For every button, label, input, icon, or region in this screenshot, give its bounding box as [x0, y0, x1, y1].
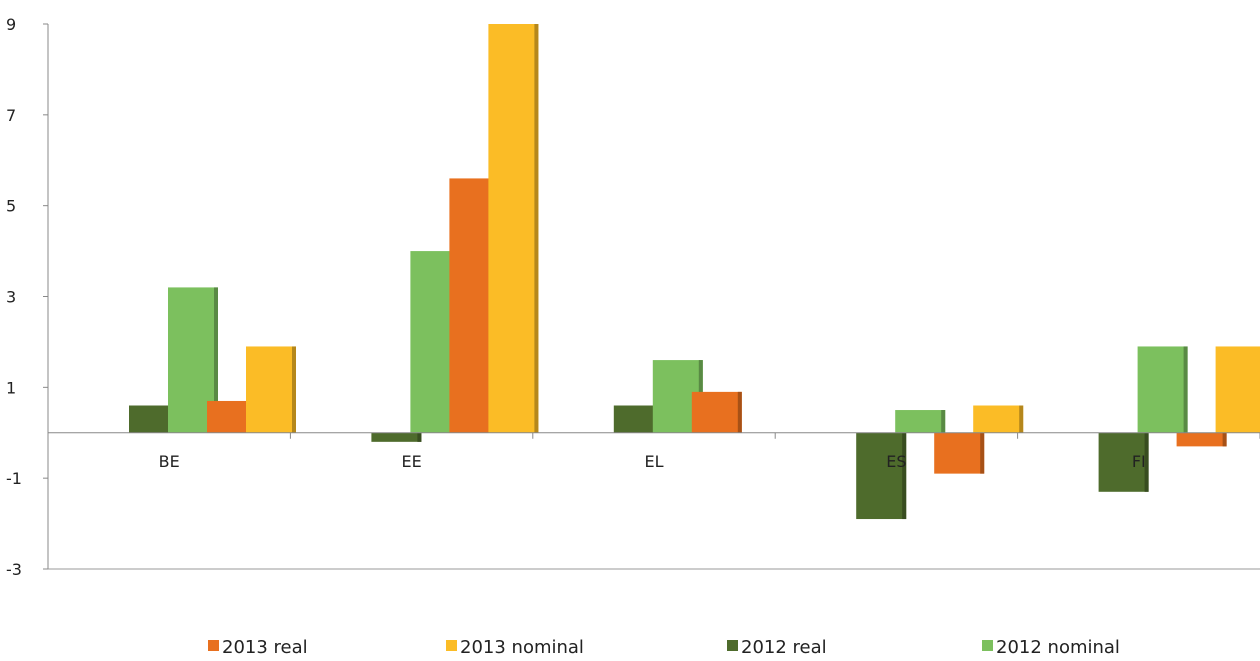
bar-edge: [1019, 405, 1024, 433]
bar-ES-2013-real: [934, 432, 985, 474]
legend: 2013 real 2013 nominal 2012 real 2012 nomin…: [208, 637, 1120, 658]
bar-FI-2013-real: [1176, 432, 1227, 447]
bar-edge: [292, 346, 296, 433]
legend-item: 2013 nominal: [446, 637, 584, 658]
x-tick-label: BE: [159, 452, 180, 471]
y-axis: 9 7 5 3 1 -1 -3: [6, 15, 1260, 579]
bar-face: [856, 432, 907, 520]
bar-face: [973, 405, 1024, 433]
legend-item: 2012 real: [727, 637, 827, 658]
bar-edge: [902, 432, 907, 520]
bar-face: [691, 391, 742, 433]
bar-edge: [1222, 432, 1227, 447]
bar-face: [1098, 432, 1149, 492]
legend-label: 2013 real: [222, 637, 308, 658]
legend-label: 2012 real: [741, 637, 827, 658]
legend-label: 2012 nominal: [996, 637, 1120, 658]
y-tick-label: 7: [6, 106, 16, 125]
bar-FI-2012-real: [1098, 432, 1149, 492]
bar-face: [246, 346, 296, 433]
bar-face: [934, 432, 985, 474]
legend-label: 2013 nominal: [460, 637, 584, 658]
bar-face: [1176, 432, 1227, 447]
bar-edge: [1144, 432, 1149, 492]
y-tick-label: 9: [6, 15, 16, 34]
bar-ES-2013-nominal: [973, 405, 1024, 433]
bars: [129, 24, 1260, 520]
y-tick-label: -3: [6, 560, 22, 579]
legend-item: 2012 nominal: [982, 637, 1120, 658]
bar-edge: [417, 432, 422, 442]
legend-swatch: [727, 640, 738, 651]
bar-edge: [941, 410, 946, 433]
bar-edge: [980, 432, 985, 474]
bar-face: [895, 410, 946, 433]
bar-EE-2012-real: [371, 432, 422, 442]
bar-FI-2013-nominal: [1215, 346, 1260, 433]
bar-face: [488, 24, 539, 433]
bar-face: [1215, 346, 1260, 433]
bar-ES-2012-nominal: [895, 410, 946, 433]
bar-ES-2012-real: [856, 432, 907, 520]
bar-edge: [214, 287, 218, 433]
legend-swatch: [446, 640, 457, 651]
legend-swatch: [982, 640, 993, 651]
x-axis: BE EE EL ES FI: [47, 432, 1260, 471]
bar-face: [1137, 346, 1188, 433]
bar-edge: [534, 24, 539, 433]
x-tick-label: ES: [886, 452, 906, 471]
bar-edge: [1183, 346, 1188, 433]
y-tick-label: -1: [6, 469, 22, 488]
x-tick-label: FI: [1132, 452, 1146, 471]
x-tick-label: EL: [644, 452, 663, 471]
legend-swatch: [208, 640, 219, 651]
bar-EL-2013-real: [691, 391, 742, 433]
y-tick-label: 5: [6, 197, 16, 216]
bar-BE-2013-nominal: [246, 346, 296, 433]
bar-FI-2012-nominal: [1137, 346, 1188, 433]
legend-item: 2013 real: [208, 637, 308, 658]
bar-face: [371, 432, 422, 442]
bar-edge: [737, 391, 742, 433]
y-tick-label: 1: [6, 378, 16, 397]
x-tick-label: EE: [401, 452, 421, 471]
y-tick-label: 3: [6, 288, 16, 307]
bar-EE-2013-nominal: [488, 24, 539, 433]
